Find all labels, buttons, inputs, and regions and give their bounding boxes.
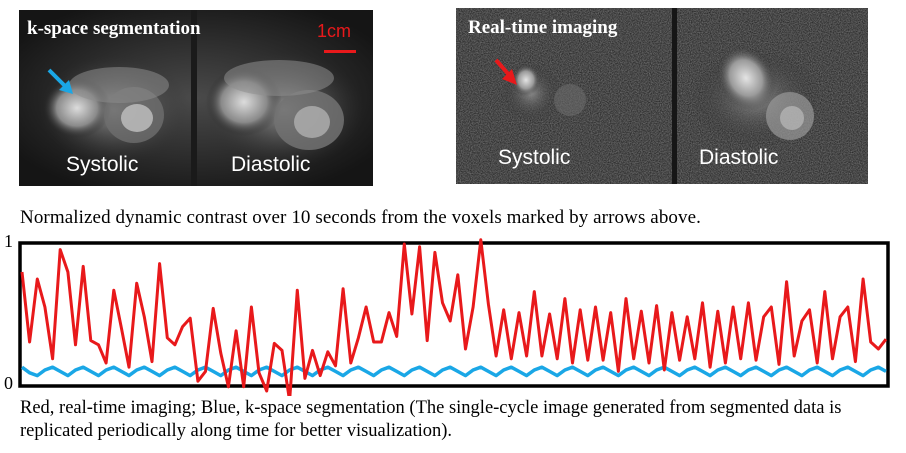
realtime-series-line [20,238,888,396]
realtime-mri-image [456,8,868,184]
realtime-diastolic-label: Diastolic [699,146,779,169]
y-tick-label-min: 0 [4,373,13,393]
scale-bar [324,50,356,53]
kspace-systolic-label: Systolic [66,153,139,176]
scale-bar-label: 1cm [317,21,352,41]
contrast-line-chart [18,238,890,396]
realtime-arrow-icon [494,58,517,85]
kspace-panel-title: k-space segmentation [27,18,201,39]
realtime-systolic-label: Systolic [498,146,571,169]
kspace-mri-image [19,10,373,186]
y-tick-label-max: 1 [4,231,13,251]
plot-frame [18,241,890,388]
kspace-series-line [20,365,887,378]
kspace-panel: k-space segmentation 1cm Systolic Diasto… [19,10,373,186]
kspace-arrow-icon [47,68,73,94]
realtime-panel: Real-time imaging Systolic Diastolic [456,8,868,184]
legend-caption: Red, real-time imaging; Blue, k-space se… [20,398,842,441]
plot-caption: Normalized dynamic contrast over 10 seco… [20,207,702,228]
realtime-panel-title: Real-time imaging [468,17,618,38]
kspace-diastolic-label: Diastolic [231,153,311,176]
